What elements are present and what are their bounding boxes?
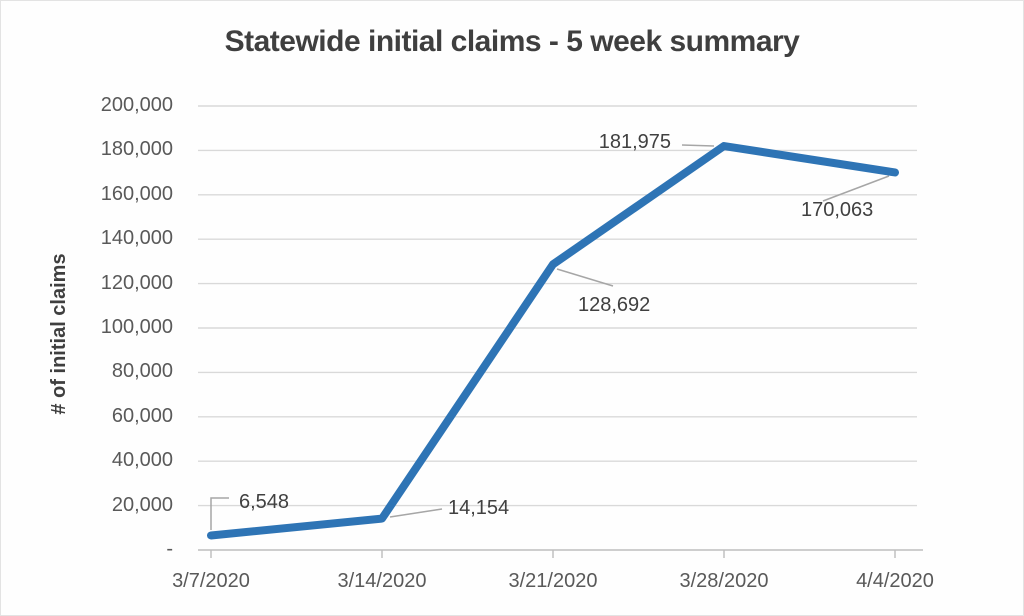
y-tick-label: 160,000	[100, 182, 173, 205]
data-label-leader-line	[822, 175, 890, 202]
data-label-leader-line	[210, 497, 229, 530]
y-tick-label: 200,000	[100, 94, 173, 116]
y-tick-label: 120,000	[100, 271, 173, 294]
series-line-initial-claims	[207, 142, 899, 540]
y-tick-label: 180,000	[100, 138, 173, 161]
data-label: 6,548	[239, 491, 290, 513]
data-label: 170,063	[801, 199, 874, 221]
y-tick-label: 20,000	[111, 493, 173, 516]
x-tick-label: 4/4/2020	[856, 570, 934, 592]
x-tick-label: 3/7/2020	[172, 570, 250, 592]
y-tick-label: 140,000	[100, 227, 173, 250]
data-label: 14,154	[448, 497, 510, 519]
y-tick-label: 80,000	[111, 360, 173, 383]
chart-title: Statewide initial claims - 5 week summar…	[224, 25, 800, 58]
x-tick-label: 3/14/2020	[337, 570, 427, 592]
y-tick-label: 100,000	[100, 316, 173, 338]
data-label-leader-line	[389, 508, 443, 518]
data-label: 128,692	[578, 294, 651, 316]
x-tick-label: 3/28/2020	[679, 570, 769, 592]
y-tick-label: 40,000	[111, 449, 173, 472]
x-tick-label: 3/21/2020	[508, 570, 598, 592]
data-label-leader-line	[681, 144, 715, 147]
y-tick-label: -	[166, 538, 173, 560]
y-tick-label: 60,000	[111, 404, 173, 427]
data-label-leader-line	[556, 268, 614, 287]
data-label: 181,975	[598, 131, 671, 153]
